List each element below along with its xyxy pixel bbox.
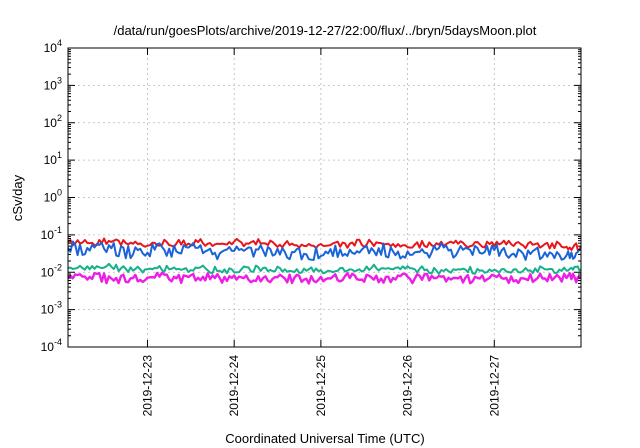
y-tick-label: 101 <box>44 150 62 167</box>
series-line <box>67 237 582 252</box>
x-tick-label: 2019-12-26 <box>401 355 415 417</box>
grid-layer <box>68 48 581 347</box>
y-tick-label: 10-3 <box>41 300 62 317</box>
y-tick-label: 10-1 <box>41 225 62 242</box>
series-layer <box>67 237 582 285</box>
x-tick-label: 2019-12-25 <box>314 355 328 417</box>
series-line <box>67 262 582 275</box>
y-tick-label: 104 <box>44 38 62 55</box>
y-tick-labels: 10-4 10-3 10-2 10-1 100 101 102 103 104 <box>41 38 62 354</box>
ticks-layer <box>68 47 581 348</box>
y-axis-label: cSv/day <box>10 174 25 221</box>
chart-title: /data/run/goesPlots/archive/2019-12-27/2… <box>114 23 537 38</box>
x-axis-label: Coordinated Universal Time (UTC) <box>225 431 424 446</box>
y-tick-label: 103 <box>44 75 62 92</box>
x-tick-label: 2019-12-27 <box>487 355 501 417</box>
x-tick-label: 2019-12-23 <box>140 355 154 417</box>
y-tick-label: 102 <box>44 113 62 130</box>
y-tick-label: 100 <box>44 188 62 205</box>
y-tick-label: 10-2 <box>41 262 62 279</box>
series-line <box>67 271 582 285</box>
x-tick-label: 2019-12-24 <box>227 355 241 417</box>
x-tick-labels: 2019-12-23 2019-12-24 2019-12-25 2019-12-26… <box>140 355 501 417</box>
y-tick-label: 10-4 <box>41 337 62 354</box>
series-line <box>67 240 581 261</box>
